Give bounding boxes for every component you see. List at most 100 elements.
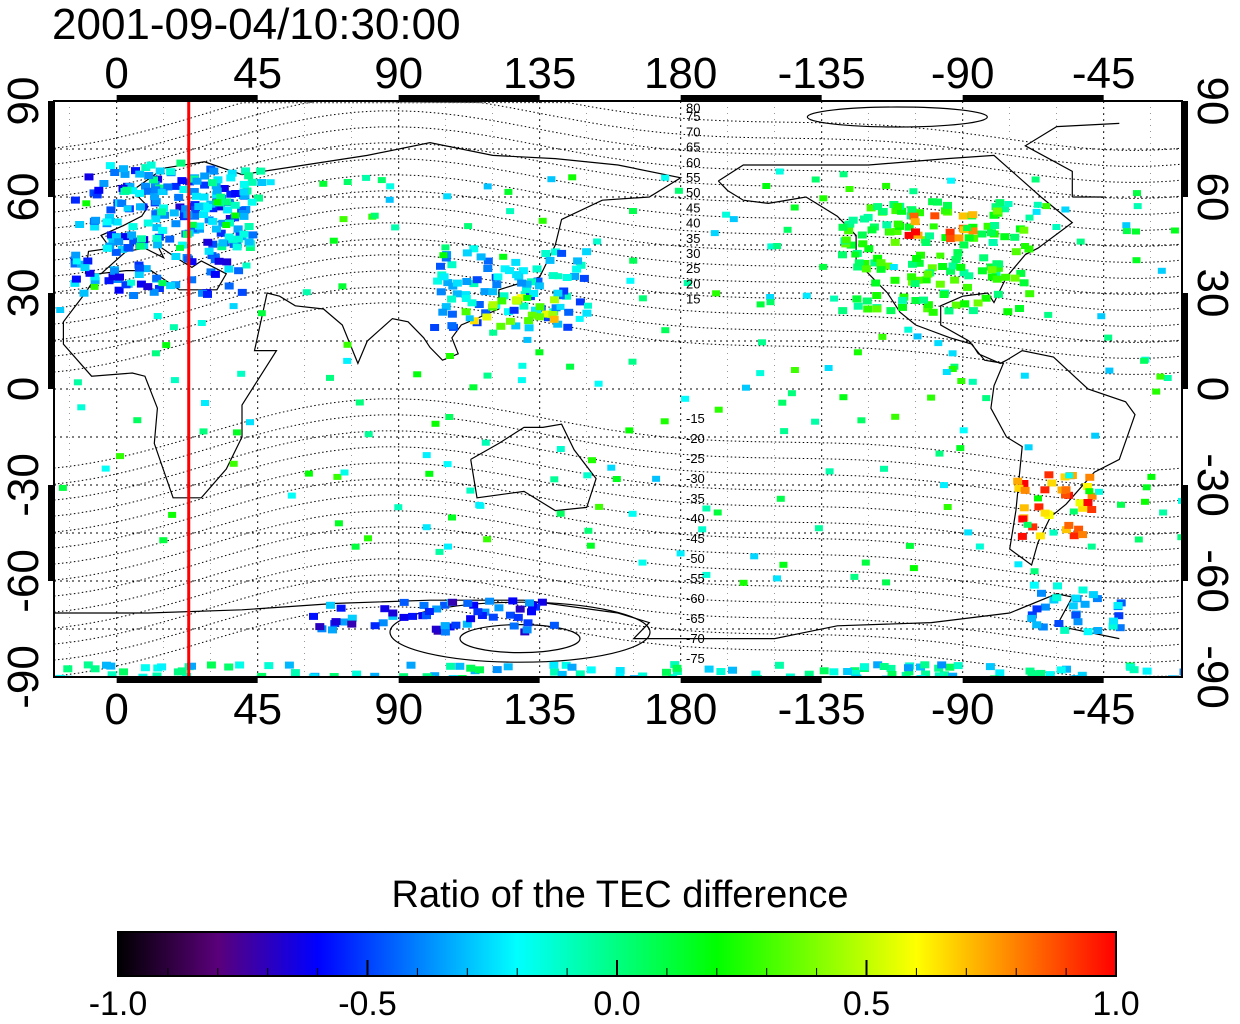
tec-cell — [408, 612, 418, 620]
south-oval-contour — [459, 623, 581, 654]
contour-label: 70 — [686, 124, 700, 139]
tec-cell — [985, 663, 995, 671]
tec-cell — [73, 379, 82, 386]
tec-cell — [506, 317, 515, 325]
tec-cell — [652, 475, 661, 482]
tec-cell — [163, 183, 173, 191]
tec-cell — [1133, 203, 1142, 210]
tec-cell — [758, 339, 766, 346]
tec-cell — [129, 292, 139, 299]
tec-cell — [750, 553, 759, 560]
tec-cell — [91, 216, 101, 224]
tec-cell — [474, 301, 484, 308]
tec-cell — [448, 514, 456, 521]
contour-label: 50 — [686, 185, 700, 200]
tec-cell — [857, 231, 867, 239]
bottom-lon-tick-label: 180 — [644, 685, 717, 734]
tec-cell — [448, 282, 458, 290]
contour-label: -20 — [686, 431, 705, 446]
tec-cell — [987, 229, 996, 237]
tec-cell — [1134, 536, 1143, 543]
tec-cell — [466, 487, 475, 494]
tec-cell — [90, 273, 100, 281]
tec-cell — [712, 290, 721, 297]
tec-cell — [1016, 269, 1026, 277]
right-lat-tick-label: -30 — [1188, 453, 1237, 517]
tec-cell — [362, 174, 371, 181]
tec-cell — [714, 406, 723, 413]
tec-cell — [208, 205, 218, 213]
tec-cell — [170, 377, 179, 384]
tec-cell — [575, 670, 585, 677]
tec-cell — [1088, 591, 1098, 599]
tec-cell — [469, 245, 479, 253]
tec-cell — [779, 561, 788, 568]
right-lat-tick-label: 60 — [1188, 173, 1237, 222]
tec-cell — [422, 673, 432, 677]
tec-cell — [553, 320, 563, 328]
tec-cell — [594, 380, 603, 387]
tec-cell — [436, 288, 446, 296]
tec-cell — [850, 573, 859, 580]
left-lat-tick-label: 30 — [0, 269, 48, 318]
tec-cell — [239, 188, 249, 196]
tec-cell — [440, 628, 450, 636]
contour-label: -45 — [686, 531, 705, 546]
tec-cell — [564, 308, 574, 316]
frame-tick-bars — [48, 95, 1188, 683]
tec-cell — [887, 671, 897, 677]
tec-cell — [977, 267, 987, 275]
tec-cell — [1152, 388, 1161, 395]
tec-cell — [177, 667, 187, 675]
tec-cell — [742, 384, 750, 391]
tec-cell — [231, 212, 240, 219]
tec-cell — [441, 244, 450, 251]
tec-cell — [964, 234, 974, 242]
tec-cell — [892, 203, 902, 211]
tec-cell — [340, 618, 350, 626]
tec-cell — [492, 666, 502, 674]
tec-cell — [1087, 543, 1096, 550]
contour-label: -35 — [686, 491, 705, 506]
tec-cell — [1042, 203, 1051, 210]
tec-cell — [445, 353, 454, 359]
dip-contour — [54, 102, 1182, 151]
tec-cell — [443, 193, 452, 200]
tec-cell — [233, 225, 243, 233]
tec-cell — [204, 204, 213, 211]
tec-cell — [857, 417, 866, 424]
tec-cell — [541, 310, 551, 318]
tec-cell — [1122, 228, 1131, 235]
tec-cell — [485, 597, 495, 605]
right-frame-bar — [1182, 485, 1188, 581]
tec-cell — [158, 226, 168, 234]
tec-cell — [176, 244, 184, 251]
tec-cell — [1156, 373, 1165, 380]
tec-cell — [1159, 509, 1168, 516]
contour-label: 45 — [686, 200, 700, 215]
tec-cell — [388, 609, 398, 617]
tec-cell — [151, 186, 161, 194]
tec-cell — [871, 279, 881, 287]
tec-cell — [230, 201, 240, 209]
contour-label: -55 — [686, 571, 705, 586]
tec-cell — [1040, 486, 1050, 494]
tec-cell — [991, 203, 1001, 211]
tec-cell — [447, 322, 457, 330]
tec-cell — [529, 290, 539, 297]
tec-cell — [229, 303, 238, 310]
tec-cell — [483, 257, 493, 265]
tec-cell — [1147, 473, 1156, 480]
tec-cell — [447, 295, 457, 303]
tec-cell — [194, 203, 204, 210]
tec-cell — [943, 201, 952, 209]
tec-cell — [953, 662, 963, 670]
tec-cell — [522, 284, 531, 292]
tec-cell — [114, 238, 124, 246]
tec-cell — [1083, 499, 1093, 506]
tec-cell — [1105, 367, 1114, 374]
tec-cell — [444, 543, 452, 550]
tec-cell — [862, 297, 872, 305]
tec-cell — [1017, 532, 1027, 540]
tec-cell — [1025, 214, 1034, 221]
